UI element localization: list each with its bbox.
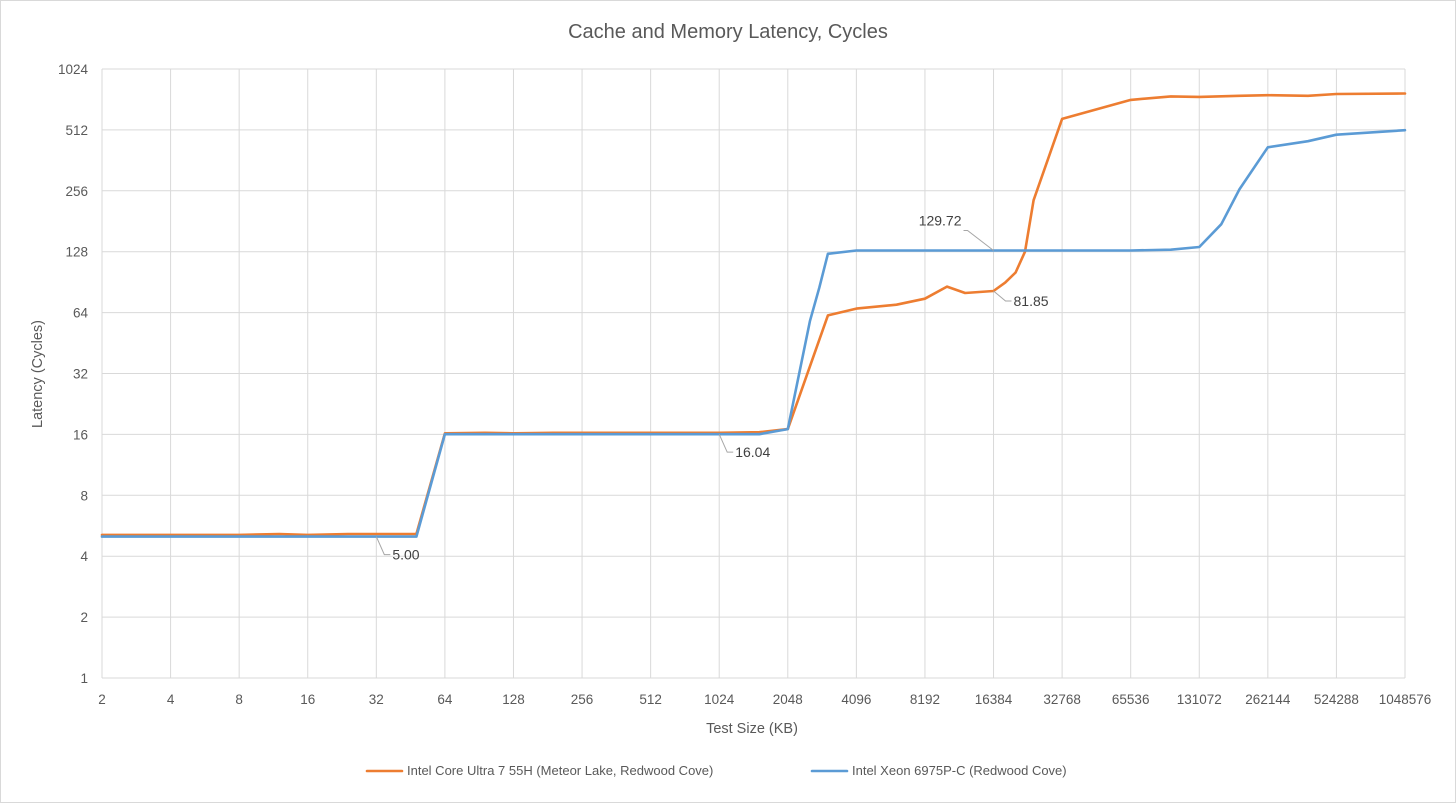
- x-tick-label: 64: [437, 692, 453, 707]
- x-tick-label: 1024: [704, 692, 735, 707]
- y-tick-label: 256: [65, 184, 88, 199]
- x-tick-label: 4096: [841, 692, 871, 707]
- x-tick-label: 131072: [1177, 692, 1222, 707]
- chart-title: Cache and Memory Latency, Cycles: [568, 21, 888, 43]
- y-tick-label: 128: [65, 245, 88, 260]
- y-tick-label: 1024: [58, 62, 89, 77]
- y-tick-label: 8: [80, 488, 88, 503]
- x-tick-label: 8: [235, 692, 243, 707]
- x-tick-label: 16384: [975, 692, 1013, 707]
- x-tick-label: 2048: [773, 692, 803, 707]
- legend: Intel Core Ultra 7 55H (Meteor Lake, Red…: [365, 763, 1067, 778]
- y-tick-label: 64: [73, 306, 89, 321]
- x-tick-label: 256: [571, 692, 594, 707]
- data-label: 16.04: [735, 444, 770, 460]
- x-tick-label: 32: [369, 692, 384, 707]
- x-tick-label: 2: [98, 692, 106, 707]
- x-tick-label: 1048576: [1379, 692, 1432, 707]
- x-tick-label: 32768: [1043, 692, 1081, 707]
- data-label-leader: [375, 536, 391, 556]
- x-tick-label: 128: [502, 692, 525, 707]
- series-line-xeon: [100, 128, 1407, 538]
- legend-entry-label: Intel Core Ultra 7 55H (Meteor Lake, Red…: [407, 763, 713, 778]
- y-tick-label: 2: [80, 610, 88, 625]
- y-tick-label: 32: [73, 367, 88, 382]
- y-axis-title: Latency (Cycles): [30, 320, 46, 428]
- legend-entry-label: Intel Xeon 6975P-C (Redwood Cove): [852, 763, 1067, 778]
- series-lines: [100, 92, 1407, 538]
- y-tick-label: 4: [80, 549, 88, 564]
- x-tick-label: 4: [167, 692, 175, 707]
- y-tick-label: 16: [73, 427, 88, 442]
- data-label: 129.72: [919, 213, 962, 229]
- x-axis-title: Test Size (KB): [706, 721, 798, 737]
- x-tick-label: 8192: [910, 692, 940, 707]
- data-labels: 5.00 16.04 129.72 81.85: [375, 213, 1049, 563]
- data-label-leader: [963, 230, 994, 251]
- data-label: 5.00: [392, 547, 419, 563]
- x-tick-label: 524288: [1314, 692, 1359, 707]
- gridlines: [101, 68, 1406, 679]
- y-tick-label: 1: [80, 671, 88, 686]
- series-line-core-ultra: [100, 92, 1407, 537]
- data-label: 81.85: [1014, 293, 1049, 309]
- x-tick-label: 262144: [1245, 692, 1291, 707]
- data-label-leader: [993, 290, 1012, 302]
- y-tick-label: 512: [65, 123, 88, 138]
- x-axis-ticks: 2 4 8 16 32 64 128 256 512 1024 2048 4096 8192 16384 3…: [98, 692, 1431, 707]
- x-tick-label: 65536: [1112, 692, 1150, 707]
- y-axis-ticks: 1 2 4 8 16 32 64 128 256 512 1024: [58, 62, 89, 686]
- x-tick-label: 512: [639, 692, 662, 707]
- data-label-leader: [718, 433, 734, 453]
- x-tick-label: 16: [300, 692, 315, 707]
